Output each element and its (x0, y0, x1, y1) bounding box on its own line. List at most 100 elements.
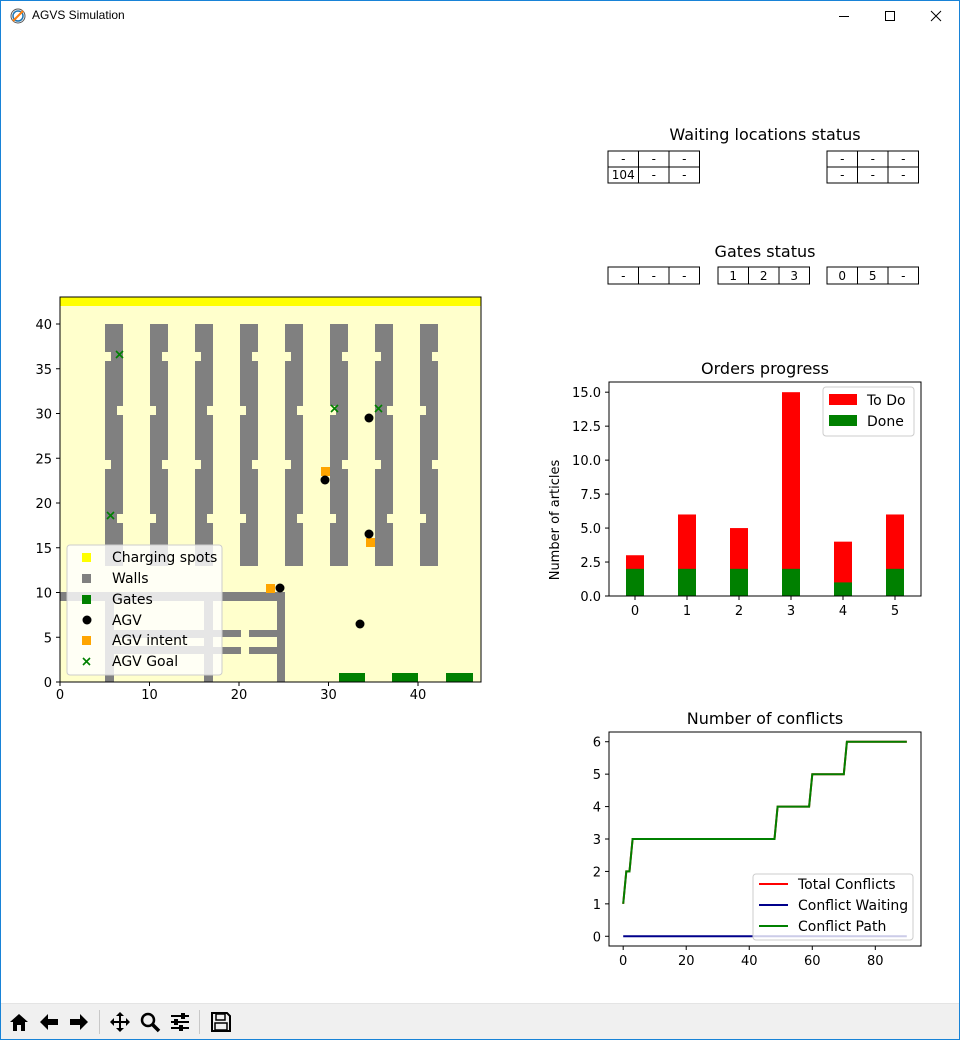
warehouse-map: 0 10 20 30 40 0 5 10 15 20 25 30 35 40 Charging spots… (35, 296, 482, 703)
forward-button[interactable] (66, 1009, 92, 1035)
table-cell-text: - (901, 269, 905, 283)
legend-charging-swatch (82, 553, 91, 562)
map-y-tick-label: 40 (35, 318, 52, 333)
y-tick-label: 0.0 (580, 590, 601, 605)
map-legend: Charging spots Walls Gates AGV AGV inten… (66, 544, 223, 676)
y-tick-label: 3 (593, 833, 601, 848)
legend-label: AGV Goal (112, 654, 178, 670)
home-button[interactable] (6, 1009, 32, 1035)
bar-done (886, 568, 904, 596)
x-tick-label: 0 (631, 604, 639, 619)
y-tick-label: 2 (593, 865, 601, 880)
back-button[interactable] (36, 1009, 62, 1035)
toolbar-separator (199, 1010, 200, 1034)
forward-icon (70, 1014, 88, 1030)
map-y-tick-label: 15 (35, 542, 52, 557)
table-cell-text: 2 (760, 269, 768, 283)
legend-todo-swatch (829, 394, 857, 405)
y-tick-label: 7.5 (580, 488, 601, 503)
table-cell-text: - (682, 168, 686, 182)
table-cell-text: - (871, 168, 875, 182)
legend-label: Conflict Waiting (798, 898, 908, 914)
legend-box (752, 873, 914, 941)
bar-todo (782, 392, 800, 596)
zoom-button[interactable] (137, 1009, 163, 1035)
orders-chart: 0 1 2 3 4 5 0.0 2.5 5.0 7.5 10.0 12.5 15.0 To Do Done (572, 381, 922, 619)
charging-spots (60, 297, 481, 306)
x-tick-label: 0 (619, 954, 627, 969)
conflicts-chart: 0 20 40 60 80 0 1 2 3 4 5 6 Total Conflicts Conflict … (593, 731, 922, 969)
x-tick-label: 2 (735, 604, 743, 619)
x-tick-label: 20 (678, 954, 695, 969)
map-y-tick-label: 25 (35, 452, 52, 467)
toolbar-separator (99, 1010, 100, 1034)
y-tick-label: 10.0 (572, 454, 601, 469)
y-tick-label: 5.0 (580, 522, 601, 537)
y-tick-label: 2.5 (580, 556, 601, 571)
table-cell-text: 1 (729, 269, 737, 283)
table-cell-text: - (901, 152, 905, 166)
home-icon (10, 1014, 28, 1031)
bar-done (626, 568, 644, 596)
map-x-tick-label: 10 (141, 688, 158, 703)
bar-done (730, 568, 748, 596)
pan-icon (110, 1012, 130, 1032)
table-cell-text: - (840, 152, 844, 166)
maximize-button[interactable] (867, 1, 913, 31)
table-cell-text: - (682, 152, 686, 166)
legend-label: AGV intent (112, 633, 188, 649)
shelf-walls (105, 324, 438, 566)
y-tick-label: 6 (593, 736, 601, 751)
map-y-tick-label: 5 (44, 631, 52, 646)
gates-tables: - - - 1 2 3 0 5 - (607, 266, 919, 285)
agv-goals (106, 350, 383, 520)
legend-label: Walls (112, 571, 149, 587)
agvs (275, 413, 374, 629)
map-y-tick-label: 30 (35, 408, 52, 423)
x-tick-label: 40 (741, 954, 758, 969)
title-bar: AGVS Simulation (1, 1, 959, 31)
agv-intents (266, 467, 375, 593)
map-x-tick-label: 30 (320, 688, 337, 703)
app-icon (10, 8, 26, 24)
legend-intent-swatch (82, 636, 91, 645)
table-cell (668, 166, 700, 184)
x-tick-label: 4 (839, 604, 847, 619)
table-cell-text: 5 (869, 269, 877, 283)
save-button[interactable] (208, 1009, 234, 1035)
table-cell-text: - (621, 152, 625, 166)
close-icon (930, 10, 942, 22)
minimize-button[interactable] (821, 1, 867, 31)
close-button[interactable] (913, 1, 959, 31)
legend-done-swatch (829, 415, 857, 426)
bar-done (782, 568, 800, 596)
orders-y-label: Number of articles (548, 459, 563, 580)
orders-legend: To Do Done (822, 386, 915, 437)
table-cell-text: - (621, 269, 625, 283)
map-x-tick-label: 0 (56, 688, 64, 703)
x-tick-label: 1 (683, 604, 691, 619)
orders-chart-title: Orders progress (701, 359, 829, 378)
conflicts-plot-frame (608, 731, 922, 947)
legend-label: AGV (112, 613, 142, 629)
table-cell (887, 166, 919, 184)
map-y-tick-label: 20 (35, 497, 52, 512)
x-tick-label: 80 (867, 954, 884, 969)
map-y-tick-label: 0 (44, 676, 52, 691)
y-tick-label: 1 (593, 898, 601, 913)
maximize-icon (885, 11, 895, 21)
legend-walls-swatch (82, 574, 91, 583)
table-cell-text: 104 (612, 168, 635, 182)
pan-button[interactable] (107, 1009, 133, 1035)
legend-goal-swatch (82, 657, 91, 666)
y-tick-label: 4 (593, 801, 601, 816)
table-cell-text: - (840, 168, 844, 182)
map-y-tick-label: 35 (35, 363, 52, 378)
table-cell (668, 266, 700, 285)
x-tick-label: 60 (804, 954, 821, 969)
window-title: AGVS Simulation (32, 8, 125, 22)
configure-subplots-button[interactable] (167, 1009, 193, 1035)
table-cell-text: - (652, 168, 656, 182)
legend-label: Charging spots (112, 550, 217, 566)
